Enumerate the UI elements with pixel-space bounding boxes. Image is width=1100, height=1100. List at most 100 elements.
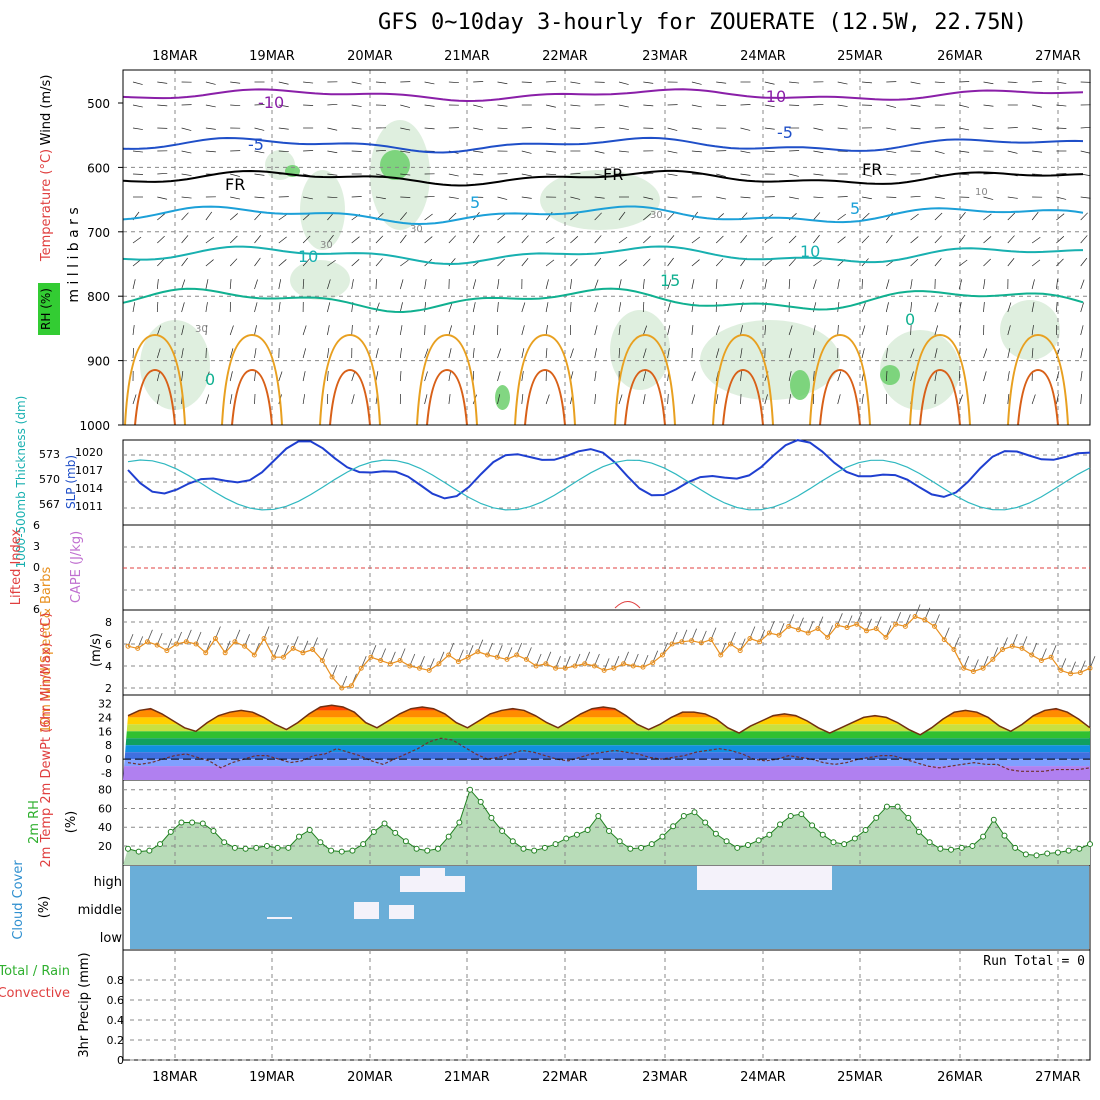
li-curve [614,601,641,609]
wind-barb [400,196,411,198]
temp-tick: 8 [105,739,112,752]
wind-barb [521,371,524,382]
date-label-top: 25MAR [837,49,883,64]
wind-barb [958,234,966,244]
rh-point [125,845,131,852]
wind-point [465,654,471,660]
wind-barb [983,127,994,130]
wind-barb [229,279,232,290]
precip-tick: 0.6 [107,994,125,1007]
rh-point [135,848,142,855]
wind-barb [837,236,846,244]
wind-barb [570,279,572,290]
rh-unit: (%) [64,811,79,834]
wind-barb [813,325,816,336]
wind-point [455,659,461,665]
wind-speed-line [127,615,1091,689]
contour-label: 10 [298,247,318,266]
wind-barb [157,196,168,200]
wind-barb [667,325,671,336]
wind-barb [327,173,338,176]
wind-barb [740,348,743,359]
wind-barb [1031,236,1041,244]
wind-barb [910,104,921,107]
rh-point [1065,847,1072,854]
temp-band [123,752,1090,760]
rh-point [296,833,303,840]
wind-barb [1031,302,1035,313]
pressure-tick: 500 [87,97,110,111]
wind-barb [181,150,192,154]
contour-label: 30 [195,324,208,335]
wind-point [533,663,539,669]
wind-barb [934,371,937,382]
rh-tick: 40 [98,821,112,834]
wind-barb [229,213,238,221]
rh-point [584,827,591,833]
wind-barb [254,196,265,199]
wind-barb [1007,127,1018,129]
wind-barb [230,173,240,177]
wind-point [1048,654,1054,660]
wind-barb [327,103,338,106]
wind-barb [691,302,694,313]
wind-barb [1056,258,1064,267]
wind-barb [473,81,484,83]
wind-barb [278,81,289,85]
thickness-tick: 573 [39,448,60,461]
rh-point [862,827,869,833]
wind-barb [788,394,792,405]
rh-point [402,838,409,845]
wind-barb [740,104,751,106]
isotherm-25 [221,333,283,426]
wind-barb [351,259,360,267]
wind-barb [788,278,791,290]
wind-barb [327,302,331,313]
wind-barb [229,394,233,405]
isotherm-freezing [122,169,1084,187]
wind-barb [1056,104,1067,107]
wind-barb [448,371,451,382]
wind-barb [205,347,207,359]
wind-barb [885,279,890,290]
wind-barb [278,213,288,221]
wind-barb [351,150,362,152]
wind-barb [302,371,306,382]
wind-barb [691,371,696,382]
temp-band [123,717,1090,725]
wind-barb [740,196,751,199]
wind-barb [254,104,265,106]
rh-point [830,839,837,846]
thickness-label: 1000-500mb Thickness (dm) [14,396,28,569]
wind-barb [521,302,526,313]
wind-barb [303,196,313,200]
wind-barb [861,278,863,290]
isotherm-30 [624,368,666,426]
wind-barb [473,127,484,131]
wind-barb [837,213,846,221]
wind-point [417,665,423,671]
wind-point [251,652,257,658]
rh-point [734,844,741,851]
isotherm-25 [124,333,186,426]
wind-barb [424,324,426,336]
wind-barb [618,394,623,405]
wind-point [941,637,947,643]
wind-barb [472,325,476,336]
rh-point [563,835,570,842]
isotherm-30 [722,368,764,426]
wind-barb [497,348,502,359]
wind-barb [132,236,142,244]
wind-barb [327,150,338,154]
date-label-top: 23MAR [642,49,688,64]
wind-barb [885,370,888,382]
wind-barb [764,279,768,290]
wind-barb [983,213,992,221]
wind-barb [716,81,727,84]
wind-barb [667,393,669,405]
wind-barb [594,212,602,221]
panel-frame [122,949,1091,1061]
rh-point [317,839,324,846]
wind-point [271,654,277,660]
wind-barb [789,150,800,152]
